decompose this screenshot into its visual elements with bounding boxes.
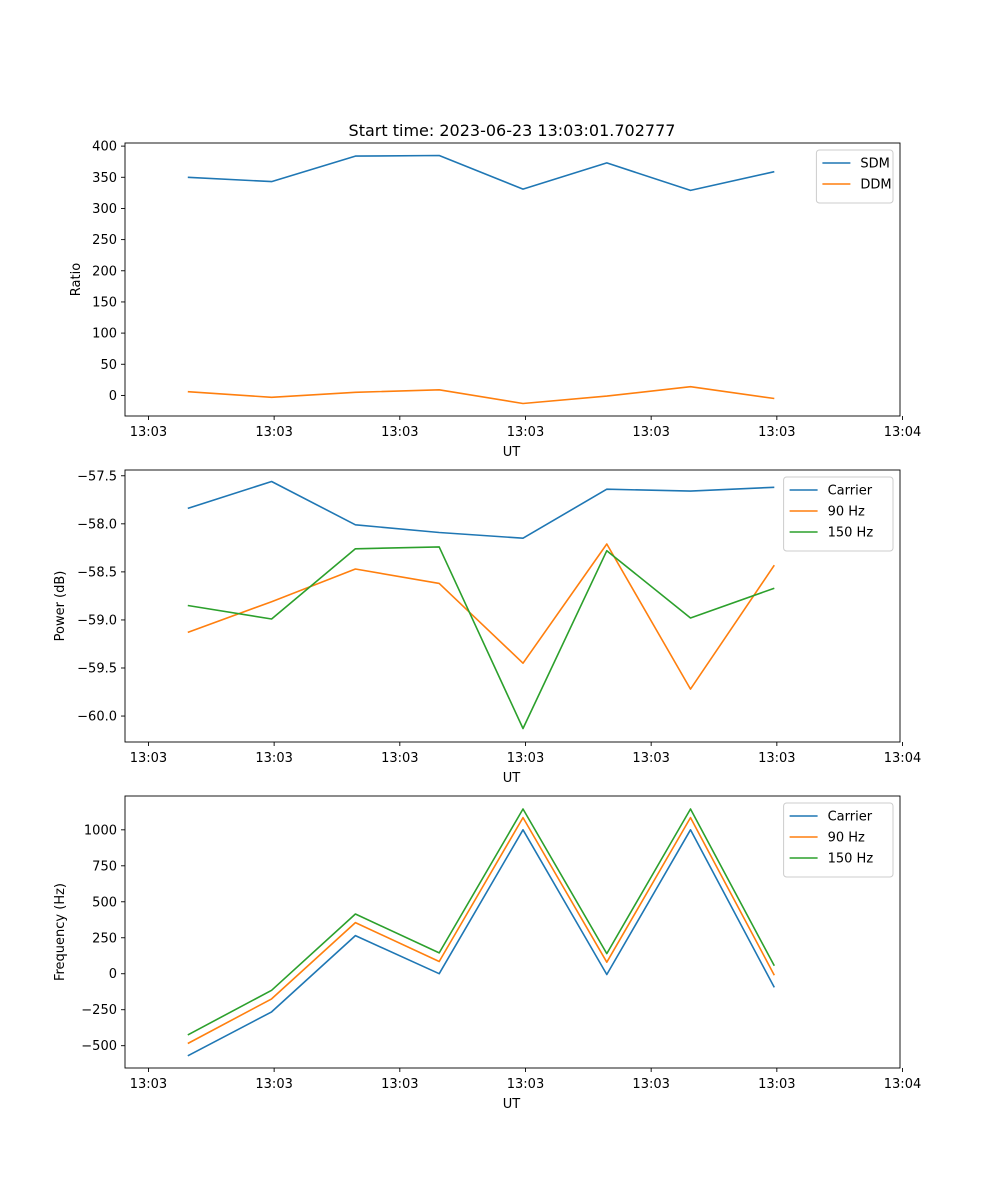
x-tick-label: 13:03 [255, 751, 292, 766]
legend-label: 150 Hz [828, 852, 874, 867]
y-axis-label: Ratio [69, 263, 84, 296]
x-tick-label: 13:03 [130, 425, 167, 440]
legend-label: 150 Hz [828, 526, 874, 541]
subplot-3: 13:03 13:03 13:03 13:03 13:03 13:03 13:04 −500 −… [53, 795, 921, 1112]
series-line-150-hz [187, 808, 776, 1036]
x-tick-label: 13:03 [507, 751, 544, 766]
series-line-90-hz [187, 816, 776, 1045]
y-tick-label: −59.5 [77, 661, 117, 676]
y-tick-label: −59.0 [77, 613, 117, 628]
x-tick-label: 13:03 [758, 425, 795, 440]
y-tick-label: 1000 [84, 823, 117, 838]
y-tick-label: 250 [92, 931, 117, 946]
x-tick-label: 13:03 [632, 751, 669, 766]
legend-label: 90 Hz [828, 831, 865, 846]
x-tick-label: 13:03 [130, 751, 167, 766]
subplot-1: 13:03 13:03 13:03 13:03 13:03 13:03 13:04 0 50 10… [69, 140, 921, 460]
plot-frame [124, 795, 901, 1069]
y-tick-label: 250 [92, 233, 117, 248]
legend: Carrier 90 Hz 150 Hz [783, 802, 894, 878]
y-tick-label: 750 [92, 859, 117, 874]
y-tick-label: 300 [92, 202, 117, 217]
legend: Carrier 90 Hz 150 Hz [783, 476, 894, 552]
x-axis-label: UT [503, 771, 521, 786]
series-line-ddm [187, 385, 775, 405]
legend-label: SDM [860, 157, 889, 172]
y-tick-label: 0 [109, 389, 117, 404]
legend-label: 90 Hz [828, 505, 865, 520]
x-tick-label: 13:04 [884, 1077, 921, 1092]
x-tick-label: 13:03 [381, 425, 418, 440]
legend-label: Carrier [828, 484, 873, 499]
subplot-2: 13:03 13:03 13:03 13:03 13:03 13:03 13:04 −60.0… [53, 469, 921, 786]
x-tick-label: 13:03 [632, 1077, 669, 1092]
y-tick-label: 350 [92, 171, 117, 186]
x-tick-label: 13:03 [758, 1077, 795, 1092]
y-tick-label: 400 [92, 140, 117, 155]
plot-frame [124, 142, 901, 417]
x-tick-label: 13:04 [884, 425, 921, 440]
y-tick-label: −500 [81, 1039, 117, 1054]
x-tick-label: 13:03 [507, 425, 544, 440]
y-tick-label: 200 [92, 264, 117, 279]
x-tick-label: 13:03 [255, 425, 292, 440]
y-tick-label: 100 [92, 327, 117, 342]
series-line-sdm [187, 154, 775, 192]
y-tick-label: −60.0 [77, 710, 117, 725]
figure-title: Start time: 2023-06-23 13:03:01.702777 [349, 121, 676, 140]
y-tick-label: −250 [81, 1003, 117, 1018]
x-axis-label: UT [503, 445, 521, 460]
series-line-90-hz [187, 543, 775, 690]
y-tick-label: 150 [92, 295, 117, 310]
y-tick-label: 0 [109, 967, 117, 982]
y-tick-label: 50 [100, 358, 117, 373]
x-tick-label: 13:03 [758, 751, 795, 766]
x-tick-label: 13:03 [381, 1077, 418, 1092]
series-line-carrier [187, 480, 775, 540]
y-tick-label: 500 [92, 895, 117, 910]
legend-label: Carrier [828, 810, 873, 825]
legend-label: DDM [860, 178, 891, 193]
x-axis-label: UT [503, 1097, 521, 1112]
y-axis-label: Frequency (Hz) [53, 883, 68, 981]
y-tick-label: −58.0 [77, 517, 117, 532]
x-tick-label: 13:03 [255, 1077, 292, 1092]
series-line-150-hz [187, 546, 775, 730]
x-tick-label: 13:04 [884, 751, 921, 766]
x-tick-label: 13:03 [130, 1077, 167, 1092]
series-line-carrier [187, 828, 776, 1057]
plot-frame [124, 469, 901, 743]
y-axis-label: Power (dB) [53, 571, 68, 642]
x-tick-label: 13:03 [507, 1077, 544, 1092]
y-tick-label: −58.5 [77, 565, 117, 580]
legend: SDM DDM [815, 149, 894, 204]
x-tick-label: 13:03 [632, 425, 669, 440]
x-tick-label: 13:03 [381, 751, 418, 766]
y-tick-label: −57.5 [77, 469, 117, 484]
